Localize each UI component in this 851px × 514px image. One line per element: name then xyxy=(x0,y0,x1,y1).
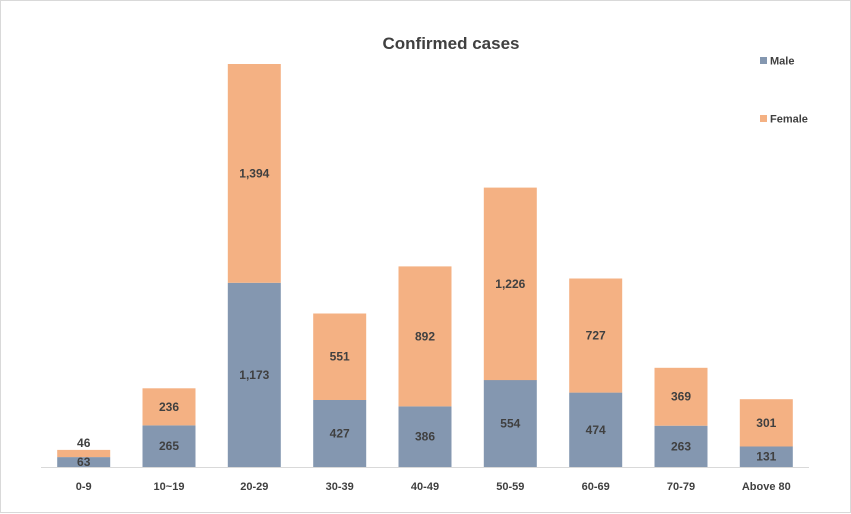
x-tick-label-3: 30-39 xyxy=(326,481,354,493)
data-label-male-6: 474 xyxy=(586,423,606,437)
bar-male-3 xyxy=(313,400,367,467)
bar-female-7 xyxy=(654,367,708,426)
bar-female-2 xyxy=(227,64,281,283)
data-label-female-6: 727 xyxy=(586,329,606,343)
data-label-female-5: 1,226 xyxy=(495,277,525,291)
bar-male-4 xyxy=(398,406,452,467)
legend-label-male: Male xyxy=(770,56,794,68)
data-label-male-7: 263 xyxy=(671,439,691,453)
bar-male-2 xyxy=(227,282,281,467)
x-tick-label-8: Above 80 xyxy=(742,481,791,493)
bar-male-0 xyxy=(57,457,111,467)
legend: Male Female xyxy=(760,56,808,126)
data-label-male-3: 427 xyxy=(330,427,350,441)
bar-female-5 xyxy=(483,187,537,381)
data-label-female-8: 301 xyxy=(756,416,776,430)
data-label-female-0: 46 xyxy=(77,436,91,450)
chart-title: Confirmed cases xyxy=(383,34,520,53)
bar-male-5 xyxy=(483,380,537,467)
data-label-male-4: 386 xyxy=(415,430,435,444)
data-label-male-1: 265 xyxy=(159,439,179,453)
data-label-female-1: 236 xyxy=(159,400,179,414)
bars-group: 63 46 265 236 1,173 1,394 427 551 386 892 554 1,226… xyxy=(57,64,793,469)
bar-female-3 xyxy=(313,313,367,400)
data-label-female-3: 551 xyxy=(330,350,350,364)
x-axis-ticks: 0-9 10~19 20-29 30-39 40-49 50-59 60-69 70-79 Ab… xyxy=(76,481,791,493)
data-label-male-0: 63 xyxy=(77,455,91,469)
bar-male-8 xyxy=(739,446,793,467)
x-tick-label-5: 50-59 xyxy=(496,481,524,493)
x-tick-label-7: 70-79 xyxy=(667,481,695,493)
data-label-male-2: 1,173 xyxy=(239,368,269,382)
data-label-female-2: 1,394 xyxy=(239,166,269,180)
bar-male-7 xyxy=(654,425,708,467)
data-label-male-8: 131 xyxy=(756,450,776,464)
legend-label-female: Female xyxy=(770,114,808,126)
legend-swatch-female xyxy=(760,115,767,122)
bar-female-4 xyxy=(398,266,452,407)
bar-female-8 xyxy=(739,399,793,447)
x-tick-label-0: 0-9 xyxy=(76,481,92,493)
bar-male-1 xyxy=(142,425,196,467)
x-tick-label-2: 20-29 xyxy=(240,481,268,493)
bar-male-6 xyxy=(569,392,623,467)
x-tick-label-1: 10~19 xyxy=(154,481,185,493)
x-tick-label-6: 60-69 xyxy=(582,481,610,493)
legend-swatch-male xyxy=(760,57,767,64)
bar-female-6 xyxy=(569,278,623,393)
bar-female-1 xyxy=(142,388,196,426)
x-tick-label-4: 40-49 xyxy=(411,481,439,493)
data-label-female-4: 892 xyxy=(415,329,435,343)
data-label-male-5: 554 xyxy=(500,417,520,431)
data-label-female-7: 369 xyxy=(671,390,691,404)
bar-female-0 xyxy=(57,449,111,458)
